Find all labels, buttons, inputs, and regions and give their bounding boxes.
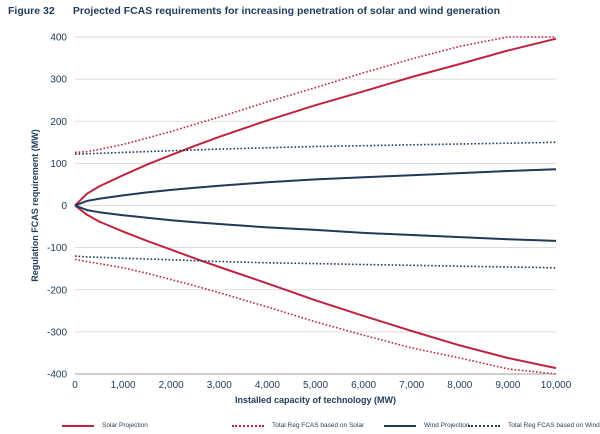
chart-legend: Solar Projection Total Reg FCAS based on … bbox=[0, 418, 600, 434]
legend-item: Total Reg FCAS based on Solar bbox=[232, 422, 364, 429]
y-tick-label: 400 bbox=[50, 33, 67, 44]
series-line bbox=[74, 204, 557, 242]
x-axis-title: Installed capacity of technology (MW) bbox=[235, 395, 396, 405]
x-tick-label: 9,000 bbox=[495, 380, 520, 391]
series-line bbox=[74, 37, 557, 207]
x-tick-label: 7,000 bbox=[399, 380, 424, 391]
legend-label: Solar Projection bbox=[102, 422, 148, 429]
legend-swatch bbox=[468, 424, 500, 427]
legend-swatch bbox=[232, 424, 264, 427]
legend-label: Wind Projection bbox=[424, 422, 470, 429]
x-tick-label: 6,000 bbox=[351, 380, 376, 391]
y-tick-label: 100 bbox=[50, 159, 67, 170]
y-tick-label: -100 bbox=[47, 243, 67, 254]
series-line bbox=[74, 255, 557, 269]
y-axis-tick-labels: -400 -300 -200 -100 0 100 200 300 400 bbox=[47, 33, 67, 381]
legend-swatch bbox=[62, 424, 94, 427]
y-tick-label: 300 bbox=[50, 75, 67, 86]
legend-swatch bbox=[384, 424, 416, 427]
y-tick-label: -300 bbox=[47, 327, 67, 338]
series-lines bbox=[74, 36, 557, 375]
series-line bbox=[74, 168, 557, 207]
legend-item: Wind Projection bbox=[384, 422, 470, 429]
figure-number: Figure 32 bbox=[8, 5, 55, 17]
x-tick-label: 3,000 bbox=[207, 380, 232, 391]
y-axis-title: Regulation FCAS requirement (MW) bbox=[30, 129, 40, 282]
legend-label: Total Reg FCAS based on Solar bbox=[272, 422, 365, 429]
y-tick-label: -400 bbox=[47, 370, 67, 381]
series-line bbox=[74, 36, 556, 154]
legend-label: Total Reg FCAS based on Wind bbox=[508, 422, 600, 429]
x-tick-label: 10,000 bbox=[541, 380, 572, 391]
line-chart: -400 -300 -200 -100 0 100 200 300 400 0 1,000 2,00… bbox=[30, 33, 572, 406]
x-tick-label: 5,000 bbox=[303, 380, 328, 391]
series-line bbox=[74, 204, 557, 370]
y-tick-label: -200 bbox=[47, 285, 67, 296]
y-tick-label: 200 bbox=[50, 117, 67, 128]
x-tick-label: 1,000 bbox=[111, 380, 136, 391]
y-tick-label: 0 bbox=[61, 201, 67, 212]
figure-caption: Projected FCAS requirements for increasi… bbox=[72, 5, 500, 17]
legend-item: Solar Projection bbox=[62, 422, 148, 429]
x-tick-label: 8,000 bbox=[447, 380, 472, 391]
figure-title: Figure 32 Projected FCAS requirements fo… bbox=[8, 5, 500, 17]
x-tick-label: 2,000 bbox=[159, 380, 184, 391]
x-tick-label: 4,000 bbox=[255, 380, 280, 391]
series-line bbox=[74, 258, 557, 375]
series-line bbox=[74, 141, 557, 155]
x-tick-label: 0 bbox=[72, 380, 78, 391]
legend-item: Total Reg FCAS based on Wind bbox=[468, 422, 600, 429]
x-axis-tick-labels: 0 1,000 2,000 3,000 4,000 5,000 6,000 7,000 8,00… bbox=[72, 380, 572, 391]
